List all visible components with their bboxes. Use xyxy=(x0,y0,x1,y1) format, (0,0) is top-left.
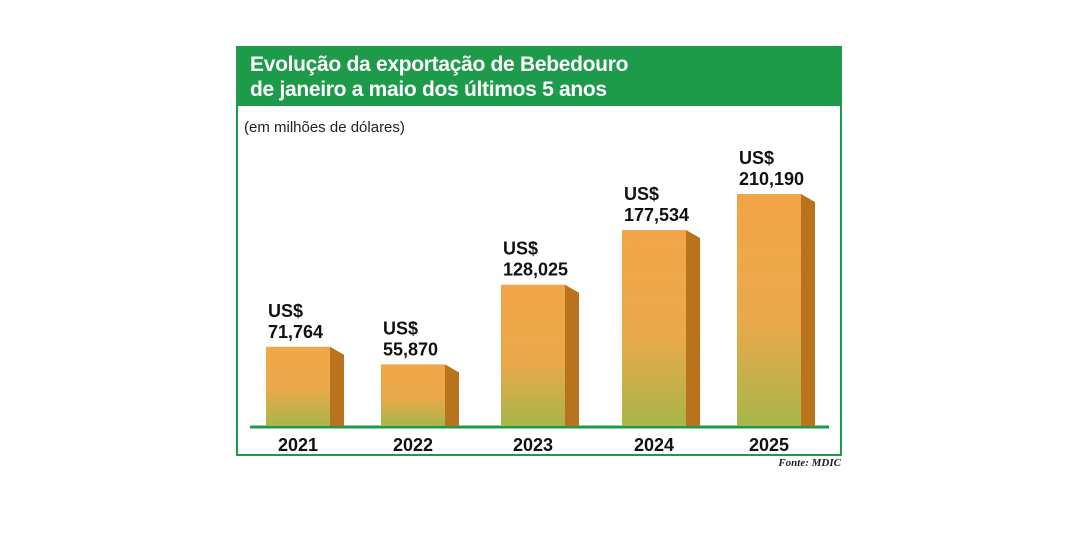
value-label-2023: 128,025 xyxy=(503,260,568,280)
bar-side-2025 xyxy=(801,194,815,426)
bar-2022 xyxy=(381,364,445,426)
x-tick-label-2022: 2022 xyxy=(393,435,433,455)
bar-2024 xyxy=(622,230,686,426)
bar-2023 xyxy=(501,284,565,426)
value-label-currency: US$ xyxy=(739,148,774,168)
value-label-2024: 177,534 xyxy=(624,205,689,225)
bars-group xyxy=(250,194,829,429)
value-label-2025: 210,190 xyxy=(739,169,804,189)
value-label-currency: US$ xyxy=(268,301,303,321)
value-label-2022: 55,870 xyxy=(383,339,438,359)
bar-side-2024 xyxy=(686,230,700,426)
source-note: Fonte: MDIC xyxy=(778,457,841,469)
bar-2021 xyxy=(266,346,330,426)
x-tick-label-2023: 2023 xyxy=(513,435,553,455)
chart-title-line-2: de janeiro a maio dos últimos 5 anos xyxy=(250,78,607,101)
bar-side-2021 xyxy=(330,346,344,426)
chart-unit-subtitle: (em milhões de dólares) xyxy=(244,119,405,136)
x-tick-label-2024: 2024 xyxy=(634,435,674,455)
value-label-2021: 71,764 xyxy=(268,322,323,342)
bar-side-2023 xyxy=(565,284,579,426)
labels-group: US$71,7642021US$55,8702022US$128,0252023… xyxy=(268,148,804,455)
chart-title: Evolução da exportação de Bebedouro de j… xyxy=(250,52,628,102)
value-label-currency: US$ xyxy=(383,318,418,338)
bar-2025 xyxy=(737,194,801,426)
x-tick-label-2021: 2021 xyxy=(278,435,318,455)
chart-header: Evolução da exportação de Bebedouro de j… xyxy=(238,48,840,106)
x-tick-label-2025: 2025 xyxy=(749,435,789,455)
value-label-currency: US$ xyxy=(624,184,659,204)
value-label-currency: US$ xyxy=(503,239,538,259)
chart-title-line-1: Evolução da exportação de Bebedouro xyxy=(250,53,629,76)
bar-side-2022 xyxy=(445,364,459,426)
